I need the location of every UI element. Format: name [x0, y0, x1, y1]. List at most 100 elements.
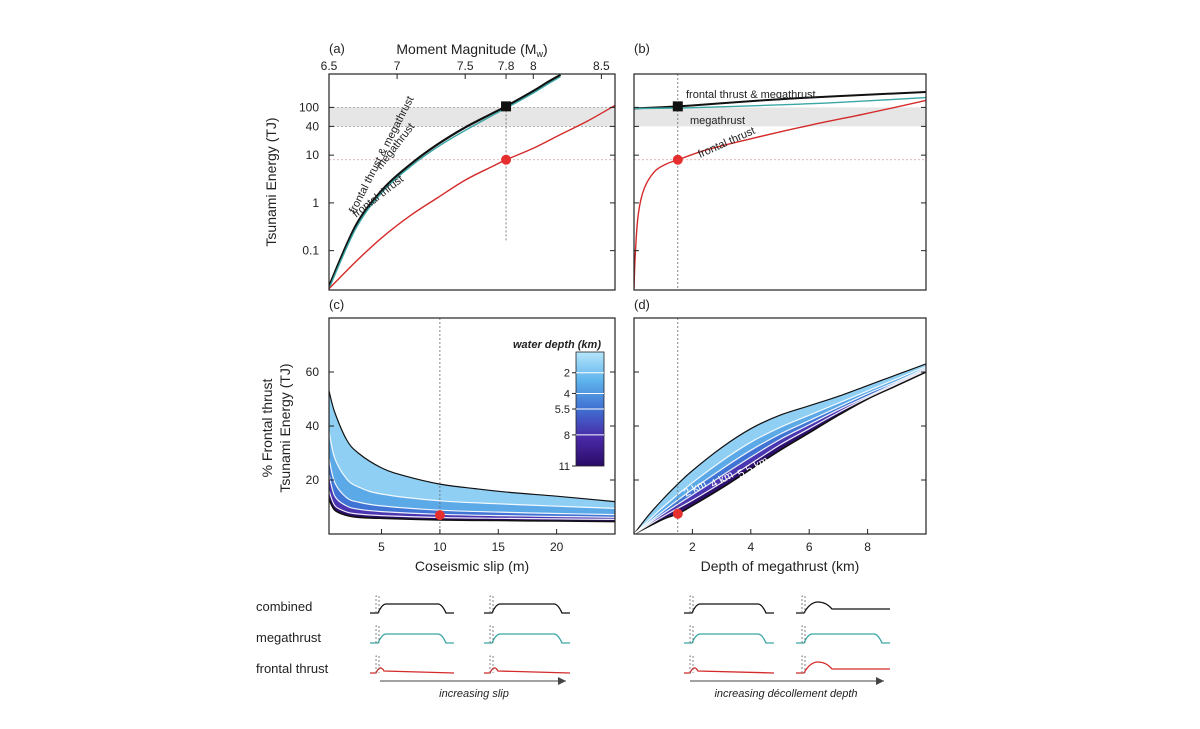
panel-a: frontal thrust & megathrustmegathrustfro…	[299, 59, 616, 291]
series-lower-bound-curve	[329, 498, 615, 523]
sketch-left-b-row-2	[484, 667, 571, 674]
xlabel-depth: Depth of megathrust (km)	[701, 558, 860, 574]
arrow-depth-head	[876, 677, 884, 685]
marker-frontal-circle	[434, 510, 445, 521]
series-depth-2-curve	[329, 431, 615, 509]
panel-d-bands	[634, 363, 926, 534]
y-tick-label-60: 60	[306, 365, 320, 379]
legend-tick-label-4: 4	[564, 388, 570, 400]
x-tick-label-20: 20	[550, 540, 564, 554]
legend-tick-label-5.5: 5.5	[555, 404, 570, 416]
series-frontal-thrust-curve	[634, 99, 926, 289]
x-tick-label-5: 5	[378, 540, 385, 554]
panel-c: 20 40 60 5 10 15 20 water depth (km) 2 4 5.5 8 11	[306, 317, 616, 554]
sketch-row-megathrust: megathrust	[256, 630, 321, 645]
panel-a-curves	[329, 74, 615, 290]
y-tick-label-100: 100	[299, 100, 319, 114]
sketch-caption-depth: increasing décollement depth	[714, 688, 857, 700]
marker-frontal-circle	[501, 154, 512, 165]
energy-band	[329, 107, 615, 127]
sketch-right-a-row-2-fault	[689, 655, 694, 673]
band-fill-upper-to-2	[329, 390, 615, 509]
marker-frontal-circle	[672, 154, 683, 165]
sketch-left-a-row-2	[370, 667, 455, 674]
panel-a-label: (a)	[329, 41, 345, 56]
sketch-left-b-row-2-fault	[489, 655, 494, 673]
sketch-right-a-row-0	[684, 603, 774, 614]
series-depth-8-km-curve	[634, 370, 926, 534]
panel-d-label: (d)	[634, 297, 650, 312]
legend-tick-label-8: 8	[564, 430, 570, 442]
ylabel-energy: Tsunami Energy (TJ)	[263, 117, 279, 246]
series-depth-5.5-curve	[329, 474, 615, 518]
top-axis-label: Moment Magnitude (Mw)	[396, 41, 547, 59]
top-tick-label-8.5: 8.5	[593, 59, 610, 73]
sketch-right-b-row-0	[796, 601, 890, 614]
sketch-right-b-row-0-fault	[801, 595, 806, 613]
y-tick-label-1: 1	[312, 196, 319, 210]
marker-combined-square	[672, 101, 683, 112]
x-tick-label-6: 6	[806, 540, 813, 554]
legend-tick-label-11: 11	[559, 461, 570, 473]
sketch-row-combined: combined	[256, 599, 312, 614]
legend-title: water depth (km)	[513, 339, 601, 351]
top-tick-label-7.8: 7.8	[498, 59, 515, 73]
sketch-left-a-row-1-fault	[375, 625, 380, 643]
marker-combined-square	[501, 101, 512, 112]
curve-label-combined: frontal thrust & megathrust	[686, 89, 816, 101]
sketch-right-b-row-2-fault	[801, 655, 806, 673]
sketch-left-a-row-0-fault	[375, 595, 380, 613]
sketch-left-b-row-1-fault	[489, 625, 494, 643]
sketch-right-b-row-1-fault	[801, 625, 806, 643]
sketch-left-b-row-1	[484, 633, 570, 644]
x-tick-label-2: 2	[689, 540, 696, 554]
series-frontal-thrust-curve	[329, 104, 615, 290]
y-tick-label-0.1: 0.1	[302, 244, 319, 258]
sketch-right-b-row-2	[796, 661, 890, 674]
series-depth-2-km-curve	[634, 366, 926, 534]
legend-tick-label-2: 2	[564, 368, 570, 380]
sketch-right-a-row-2	[684, 667, 775, 674]
curve-label-frontal: frontal thrust	[696, 125, 757, 161]
sketch-right-a-row-0-fault	[689, 595, 694, 613]
xlabel-slip: Coseismic slip (m)	[415, 558, 529, 574]
top-tick-label-7.5: 7.5	[457, 59, 474, 73]
series-upper-bound-curve	[634, 363, 926, 534]
sketch-left-b-row-0-fault	[489, 595, 494, 613]
panel-b-label: (b)	[634, 41, 650, 56]
x-tick-label-15: 15	[492, 540, 506, 554]
series-depth-4-curve	[329, 458, 615, 516]
panel-b-frame	[633, 73, 927, 291]
top-tick-label-6.5: 6.5	[321, 59, 338, 73]
energy-band	[634, 107, 926, 127]
series-frontal-thrust-megathrust-curve	[329, 74, 562, 287]
sketch-left-a-row-2-fault	[375, 655, 380, 673]
panel-d: 2 km 4 km 5.5 km8 km2 4 6 8	[633, 317, 927, 554]
y-tick-label-40: 40	[306, 119, 320, 133]
sketch-left-a-row-1	[370, 633, 454, 644]
series-depth-8-curve	[329, 490, 615, 520]
sketch-right-a-row-1	[684, 633, 774, 644]
sketch-left-a-row-0	[370, 603, 454, 614]
series-upper-bound-curve	[329, 390, 615, 503]
y-tick-label-20: 20	[306, 473, 320, 487]
panel-a-frame	[328, 73, 616, 291]
sketch-left-b-row-0	[484, 603, 570, 614]
sketch-right-b-row-1	[796, 633, 890, 644]
ylabel-percent-line2: Tsunami Energy (TJ)	[277, 363, 293, 492]
y-tick-label-10: 10	[306, 148, 320, 162]
panel-c-label: (c)	[329, 297, 344, 312]
series-depth-5.5-km-curve	[634, 368, 926, 534]
ylabel-percent-line1: % Frontal thrust	[259, 378, 275, 477]
series-megathrust-curve	[329, 76, 561, 289]
marker-frontal-circle	[672, 508, 683, 519]
x-tick-label-10: 10	[433, 540, 447, 554]
panel-b: frontal thrust & megathrust megathrustfro…	[633, 73, 927, 291]
sketch-schematics: combined megathrust frontal thrust incre…	[256, 595, 890, 700]
sketch-right-a-row-1-fault	[689, 625, 694, 643]
series-depth-4-km-curve	[634, 367, 926, 534]
panel-c-bands	[329, 390, 615, 523]
x-tick-label-8: 8	[864, 540, 871, 554]
sketch-row-frontal: frontal thrust	[256, 661, 329, 676]
